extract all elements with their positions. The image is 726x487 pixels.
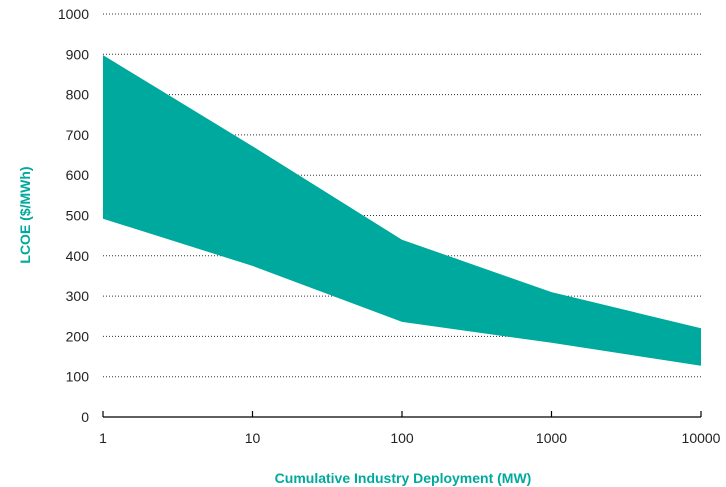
x-tick-label: 10 [245,430,261,446]
x-tick-label: 1000 [536,430,567,446]
y-tick-label: 600 [66,167,90,183]
y-tick-label: 0 [81,409,89,425]
y-tick-label: 500 [66,208,90,224]
x-tick-label: 100 [390,430,414,446]
y-tick-label: 300 [66,288,90,304]
y-tick-label: 200 [66,328,90,344]
y-tick-label: 100 [66,369,90,385]
y-tick-label: 800 [66,87,90,103]
y-axis-title: LCOE ($/MWh) [17,166,33,263]
lcoe-range-band [103,55,701,366]
y-tick-labels: 0 100 200 300 400 500 600 700 800 900 1000 [58,6,89,425]
y-tick-label: 400 [66,248,90,264]
y-tick-label: 1000 [58,6,89,22]
x-tick-label: 1 [99,430,107,446]
band-layer [103,55,701,366]
x-tick-labels: 1 10 100 1000 10000 [99,430,721,446]
y-tick-label: 700 [66,127,90,143]
y-tick-label: 900 [66,46,90,62]
x-tick-label: 10000 [682,430,721,446]
x-axis-title: Cumulative Industry Deployment (MW) [275,470,532,486]
x-axis [102,411,702,418]
